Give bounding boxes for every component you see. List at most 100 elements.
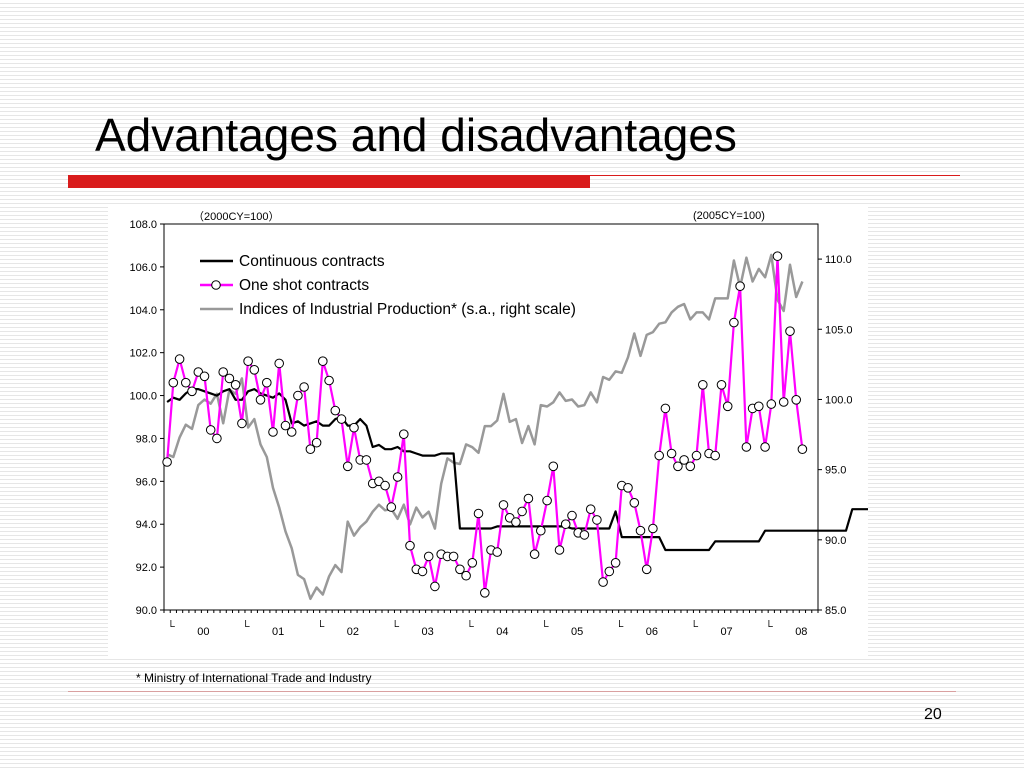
data-point (386, 502, 397, 512)
data-point (392, 472, 403, 482)
data-point (523, 493, 534, 504)
data-point (673, 461, 683, 472)
data-point (660, 403, 671, 414)
data-point (511, 517, 521, 527)
data-point (417, 566, 428, 577)
data-point (318, 356, 328, 366)
data-point (361, 455, 372, 465)
data-point (554, 545, 565, 555)
data-point (498, 500, 509, 510)
data-point (324, 375, 334, 386)
left-tick-label: 94.0 (136, 519, 157, 531)
data-point (592, 515, 602, 525)
data-point (212, 433, 222, 444)
right-axis: 110.0 105.0 100.0 95.0 90.0 85.0 (818, 254, 853, 617)
x-period-marker: └ (242, 619, 250, 633)
data-point (448, 551, 459, 562)
data-point (604, 566, 615, 577)
data-point (199, 371, 210, 382)
data-point (785, 326, 795, 336)
data-point (224, 373, 235, 384)
data-point (230, 380, 241, 390)
data-point (286, 427, 297, 437)
data-point (791, 395, 802, 405)
x-period-marker: └ (167, 619, 175, 633)
line-chart: 108.0 106.0 104.0 102.0 100.0 98.0 96.0 94.0 92.… (129, 210, 959, 638)
left-tick-label: 92.0 (136, 562, 157, 574)
data-point (610, 558, 621, 568)
data-point (249, 365, 260, 375)
data-point (754, 401, 764, 412)
data-point (654, 450, 665, 461)
x-period-marker: └ (391, 619, 399, 633)
left-tick-label: 108.0 (129, 219, 157, 231)
x-period-marker: └ (765, 619, 773, 633)
x-year-label: 03 (421, 626, 433, 638)
data-point (293, 390, 303, 401)
data-point (430, 581, 440, 592)
right-tick-label: 105.0 (825, 324, 853, 336)
data-point (536, 525, 546, 536)
left-tick-label: 102.0 (129, 348, 157, 360)
x-period-marker: └ (690, 619, 698, 633)
left-tick-label: 104.0 (129, 305, 157, 317)
x-period-marker: └ (466, 619, 474, 633)
data-point (560, 519, 571, 530)
data-point (778, 397, 789, 407)
x-period-marker: └ (316, 619, 324, 633)
x-year-label: 05 (571, 626, 583, 638)
data-point (698, 380, 708, 390)
data-point (181, 377, 191, 388)
legend-label: One shot contracts (239, 277, 369, 294)
x-year-label: 02 (347, 626, 359, 638)
data-point (629, 498, 640, 508)
data-point (162, 457, 172, 467)
data-point (666, 448, 677, 459)
data-point (380, 480, 390, 491)
data-point (542, 495, 552, 506)
data-point (716, 380, 727, 390)
data-point (679, 455, 689, 465)
legend-label: Continuous contracts (239, 253, 385, 270)
x-year-label: 00 (197, 626, 209, 638)
data-point (797, 444, 808, 454)
data-point (305, 444, 316, 454)
data-point (174, 354, 185, 364)
x-year-label: 06 (646, 626, 658, 638)
data-point (455, 564, 465, 575)
page-number: 20 (924, 706, 942, 723)
data-point (423, 551, 434, 562)
data-point (548, 461, 559, 472)
left-axis-unit-note: （2000CY=100） (193, 210, 280, 223)
right-tick-label: 90.0 (825, 535, 846, 547)
right-axis-unit-note: (2005CY=100) (693, 210, 765, 222)
data-point (567, 510, 577, 521)
data-point (168, 377, 179, 388)
left-axis: 108.0 106.0 104.0 102.0 100.0 98.0 96.0 94.0 92.… (129, 219, 164, 617)
data-point (480, 588, 490, 598)
data-point (648, 523, 658, 534)
data-point (579, 530, 590, 540)
data-point (262, 377, 272, 388)
data-point (710, 450, 721, 461)
right-tick-label: 85.0 (825, 605, 846, 617)
data-point (473, 508, 484, 519)
data-point (729, 317, 739, 328)
data-point (722, 401, 733, 412)
data-point (274, 358, 284, 369)
left-tick-label: 90.0 (136, 605, 157, 617)
data-point (467, 558, 478, 568)
data-point (735, 281, 745, 291)
data-point (311, 437, 322, 448)
x-axis: └ 00 └ 01 └ 02 └ 03 └ 04 └ 05 └ 06 └ 07 └ 08 (163, 610, 819, 638)
data-point (336, 414, 347, 424)
legend-label: Indices of Industrial Production* (s.a.,… (239, 301, 576, 318)
x-period-marker: └ (541, 619, 549, 633)
data-point (517, 506, 527, 517)
left-tick-label: 106.0 (129, 262, 157, 274)
x-period-marker: └ (615, 619, 623, 633)
data-point (641, 564, 652, 575)
data-point (623, 483, 633, 493)
data-point (218, 367, 228, 377)
data-point (741, 442, 752, 452)
